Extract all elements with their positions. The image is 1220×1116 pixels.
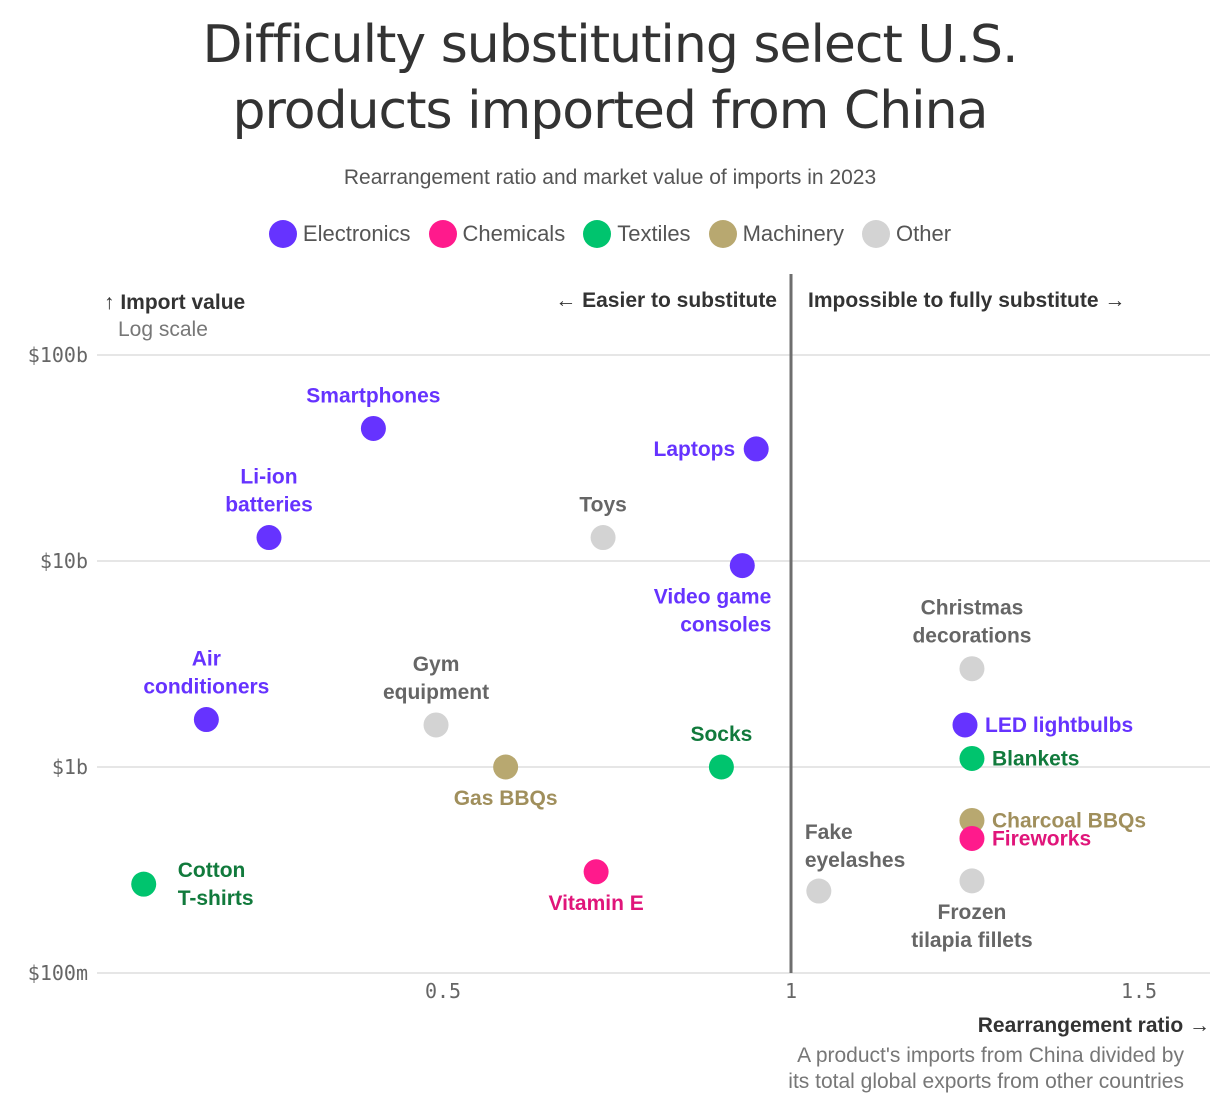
y-tick-label: $100b	[28, 343, 88, 367]
data-point-label-line: Li-ion	[240, 466, 297, 489]
data-point-label-line: Fake	[805, 821, 853, 844]
data-point-label: Fake eyelashes	[805, 821, 905, 872]
data-point-label-line: Charcoal BBQs	[992, 809, 1146, 832]
data-point-label-line: decorations	[912, 625, 1031, 648]
data-point-label: Toys	[579, 494, 626, 517]
data-point-label-line: batteries	[225, 494, 313, 517]
data-point	[708, 754, 734, 780]
data-point-label-line: consoles	[680, 614, 771, 637]
chart-legend: Electronics Chemicals Textiles Machinery…	[0, 220, 1220, 248]
data-point-label-line: equipment	[383, 681, 489, 704]
data-point	[959, 745, 985, 771]
legend-label-chemicals: Chemicals	[462, 221, 566, 246]
data-point	[959, 656, 985, 682]
data-point-label-line: T-shirts	[178, 887, 254, 910]
legend-swatch-machinery	[708, 220, 737, 248]
data-point-label-line: Frozen	[938, 901, 1007, 924]
legend-item-chemicals: Chemicals	[428, 220, 566, 248]
region-left-text: ← Easier to substitute	[555, 289, 777, 312]
x-tick-label: 1.5	[1121, 979, 1157, 1003]
data-point	[952, 712, 978, 738]
x-axis-note-line-2: its total global exports from other coun…	[788, 1070, 1184, 1093]
data-point-label: Socks	[690, 723, 752, 746]
data-point-label: Gym equipment	[383, 653, 489, 704]
data-point-label-line: eyelashes	[805, 849, 905, 872]
data-point-label: LED lightbulbs	[985, 714, 1133, 737]
data-point-label: Charcoal BBQs	[992, 809, 1146, 832]
data-point	[131, 871, 157, 897]
data-point-label-line: Laptops	[654, 438, 736, 461]
data-point-label-line: conditioners	[143, 676, 269, 699]
data-point-label-line: Blankets	[992, 747, 1080, 770]
y-tick-label: $10b	[40, 549, 88, 573]
data-point	[590, 525, 616, 551]
x-tick-label: 0.5	[425, 979, 461, 1003]
legend-label-machinery: Machinery	[742, 221, 845, 246]
data-point-label-line: Toys	[579, 494, 626, 517]
data-point-label-line: tilapia fillets	[911, 929, 1032, 952]
data-point-label-line: Smartphones	[306, 384, 440, 407]
legend-label-electronics: Electronics	[302, 221, 411, 246]
data-point	[959, 825, 985, 851]
x-axis-note: A product's imports from China divided b…	[788, 1043, 1184, 1095]
data-point-label: Fireworks	[992, 827, 1091, 850]
data-point	[959, 868, 985, 894]
y-axis-note: Log scale	[118, 318, 208, 341]
data-point-label: Video game consoles	[654, 586, 772, 637]
x-axis-title: Rearrangement ratio →	[977, 1014, 1210, 1037]
data-point-label: Air conditioners	[143, 648, 269, 699]
legend-swatch-chemicals	[428, 220, 457, 248]
data-point	[806, 878, 832, 904]
data-point-label: Vitamin E	[548, 892, 643, 915]
data-point-label-line: LED lightbulbs	[985, 714, 1133, 737]
data-point-label: Gas BBQs	[454, 787, 558, 810]
data-point	[193, 707, 219, 733]
data-point-label-line: Cotton	[178, 859, 246, 882]
data-point-label: Laptops	[654, 438, 736, 461]
data-point	[583, 859, 609, 885]
legend-swatch-textiles	[583, 220, 612, 248]
legend-label-textiles: Textiles	[617, 221, 691, 246]
data-point	[493, 754, 519, 780]
y-tick-label: $100m	[28, 961, 88, 985]
data-point	[959, 807, 985, 833]
data-point-label-line: Fireworks	[992, 827, 1091, 850]
data-point-label-line: Gas BBQs	[454, 787, 558, 810]
data-point	[360, 415, 386, 441]
legend-swatch-other	[862, 220, 891, 248]
chart-title: Difficulty substituting select U.S. prod…	[0, 12, 1220, 144]
legend-item-electronics: Electronics	[268, 220, 411, 248]
data-point-label-line: Christmas	[921, 597, 1024, 620]
data-point-label: Christmas decorations	[912, 597, 1031, 648]
data-point-label: Frozen tilapia fillets	[911, 901, 1032, 952]
x-tick-label: 1	[785, 979, 797, 1003]
legend-swatch-electronics	[268, 220, 297, 248]
data-point-label-line: Video game	[654, 586, 772, 609]
data-point-label-line: Air	[192, 648, 221, 671]
legend-item-textiles: Textiles	[583, 220, 691, 248]
region-label-right: Impossible to fully substitute →	[808, 289, 1126, 312]
data-point	[743, 436, 769, 462]
data-point-label: Cotton T-shirts	[178, 859, 254, 910]
legend-item-other: Other	[862, 220, 951, 248]
data-point	[729, 553, 755, 579]
y-tick-label: $1b	[52, 755, 88, 779]
x-axis-note-line-1: A product's imports from China divided b…	[797, 1044, 1184, 1067]
data-point-label-line: Vitamin E	[548, 892, 643, 915]
chart-subtitle: Rearrangement ratio and market value of …	[343, 166, 877, 189]
legend-item-machinery: Machinery	[708, 220, 845, 248]
data-point	[423, 712, 449, 738]
data-point-label: Smartphones	[306, 384, 440, 407]
data-point	[256, 525, 282, 551]
y-axis-title: ↑ Import value	[104, 291, 246, 314]
legend-label-other: Other	[896, 221, 952, 246]
data-point-label: Blankets	[992, 747, 1080, 770]
data-point-label-line: Socks	[690, 723, 752, 746]
data-point-label-line: Gym	[413, 653, 460, 676]
data-point-label: Li-ion batteries	[225, 466, 313, 517]
chart-title-line-1: Difficulty substituting select U.S.	[202, 15, 1018, 75]
chart-title-line-2: products imported from China	[232, 81, 989, 141]
